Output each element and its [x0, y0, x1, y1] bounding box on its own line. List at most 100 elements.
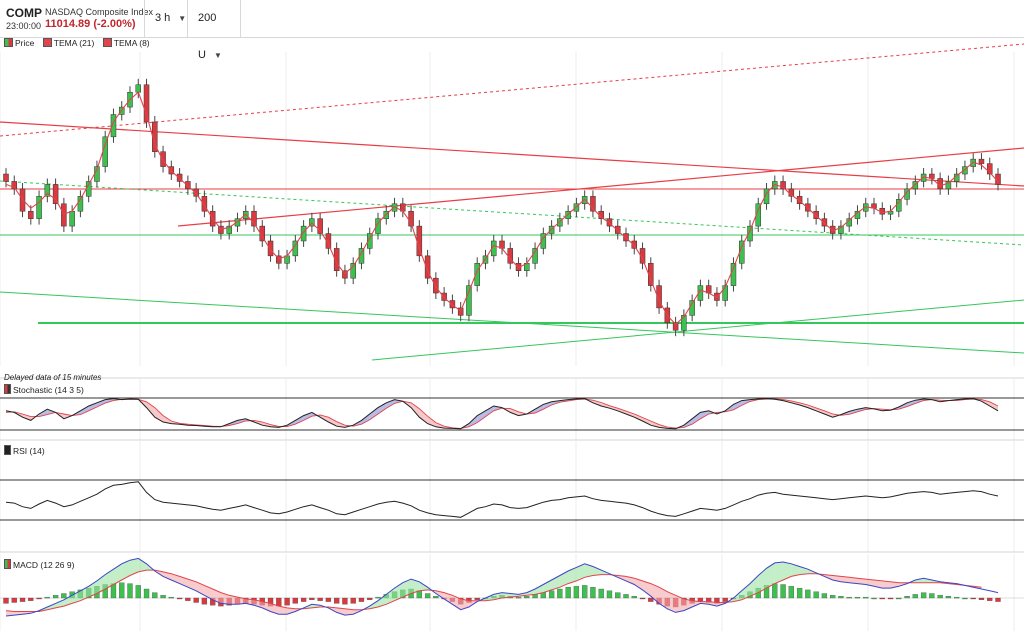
bars-dropdown[interactable]: 200 U ▼ — [187, 0, 241, 61]
stochastic-fill — [510, 408, 519, 416]
macd-histogram-bar — [28, 597, 34, 601]
price-candle — [226, 225, 232, 234]
macd-fill — [526, 589, 536, 596]
price-candle — [565, 210, 571, 219]
chevron-down-icon: ▼ — [178, 14, 187, 23]
interval-value: 3 h — [155, 12, 171, 24]
macd-fill — [113, 563, 122, 585]
macd-fill — [419, 581, 428, 591]
macd-fill — [774, 562, 784, 584]
price-candle — [978, 158, 985, 164]
stochastic-fill — [592, 400, 602, 406]
macd-fill — [435, 590, 445, 599]
macd-histogram-bar — [615, 592, 621, 599]
macd-fill — [667, 591, 676, 613]
macd-fill — [559, 571, 569, 588]
macd-fill — [163, 571, 172, 580]
macd-fill — [857, 578, 866, 585]
interval-dropdown[interactable]: 3 h ▼ — [144, 0, 187, 37]
macd-fill — [882, 580, 891, 589]
macd-histogram-bar — [358, 597, 365, 602]
macd-histogram-bar — [912, 594, 918, 599]
stochastic-fill — [419, 408, 428, 424]
macd-histogram-bar — [284, 597, 290, 606]
macd-histogram-bar — [160, 595, 166, 599]
price-candle — [61, 203, 67, 227]
macd-histogram-bar — [367, 597, 373, 600]
price-candle — [52, 184, 59, 205]
price-candle — [606, 218, 613, 227]
macd-histogram-bar — [871, 597, 877, 600]
macd-histogram-bar — [920, 592, 927, 599]
macd-histogram-bar — [325, 597, 332, 602]
macd-fill — [179, 576, 188, 588]
price-candle — [424, 255, 431, 279]
macd-histogram-bar — [813, 591, 819, 599]
stochastic-fill — [369, 407, 378, 420]
macd-fill — [6, 610, 15, 616]
legend-tema21[interactable]: TEMA (21) — [42, 38, 94, 48]
macd-fill — [130, 558, 139, 576]
macd-histogram-bar — [300, 597, 307, 602]
macd-fill — [750, 575, 759, 597]
macd-histogram-bar — [342, 597, 348, 605]
macd-histogram-bar — [896, 597, 902, 600]
macd-fill — [576, 563, 585, 581]
price-candle — [193, 188, 199, 197]
price-candle — [11, 181, 18, 190]
macd-label: MACD (12 26 9) — [4, 559, 74, 570]
macd-histogram-bar — [904, 596, 910, 599]
stochastic-fill — [328, 417, 337, 427]
macd-fill — [460, 598, 469, 610]
macd-fill — [386, 588, 395, 605]
stochastic-fill — [163, 415, 172, 424]
macd-histogram-bar — [3, 597, 9, 604]
legend-tema8[interactable]: TEMA (8) — [102, 38, 150, 48]
stochastic-fill — [80, 406, 89, 415]
macd-fill — [336, 607, 345, 616]
price-candle — [234, 218, 241, 227]
stochastic-fill — [535, 404, 544, 414]
macd-swatch-icon — [4, 559, 11, 569]
macd-fill — [543, 580, 552, 593]
price-candle — [697, 285, 704, 301]
macd-histogram-bar — [821, 593, 828, 599]
macd-histogram-bar — [582, 585, 588, 599]
toolbar: COMP NASDAQ Composite Index 23:00:00 110… — [0, 0, 1024, 61]
stochastic-fill — [361, 414, 370, 425]
tema8-swatch-icon — [102, 38, 112, 47]
macd-histogram-bar — [805, 589, 811, 599]
legend-price[interactable]: Price — [4, 38, 34, 48]
macd-fill — [874, 580, 883, 589]
macd-histogram-bar — [796, 587, 803, 599]
price-candle — [557, 218, 563, 227]
macd-fill — [378, 594, 387, 607]
macd-histogram-bar — [143, 588, 150, 599]
price-candle — [457, 307, 464, 316]
price-candle — [317, 218, 323, 234]
macd-histogram-bar — [846, 596, 852, 599]
macd-histogram-bar — [44, 596, 50, 599]
stochastic-fill — [378, 402, 387, 414]
macd-fill — [402, 579, 412, 598]
price-candle — [160, 151, 166, 167]
macd-fill — [287, 607, 296, 615]
macd-histogram-bar — [929, 593, 935, 599]
price-candle — [342, 270, 348, 279]
macd-histogram-bar — [292, 597, 298, 604]
macd-fill — [733, 590, 742, 602]
macd-fill — [659, 587, 668, 609]
macd-histogram-bar — [648, 597, 654, 602]
stochastic-fill — [807, 405, 817, 411]
macd-histogram-bar — [433, 596, 439, 599]
macd-histogram-bar — [127, 583, 133, 599]
stochastic-label: Stochastic (14 3 5) — [4, 384, 84, 395]
macd-fill — [411, 579, 420, 594]
price-candle — [176, 173, 183, 182]
price-candle — [656, 285, 662, 309]
macd-fill — [568, 567, 577, 584]
price-candle — [474, 263, 480, 286]
macd-histogram-bar — [954, 596, 960, 599]
price-candle — [639, 248, 646, 264]
